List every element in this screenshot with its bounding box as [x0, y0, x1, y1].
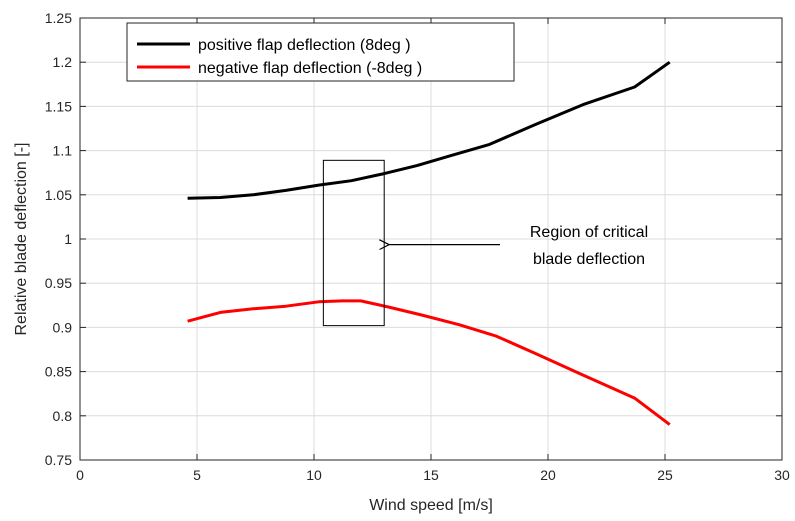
y-tick-label: 0.75	[45, 452, 72, 468]
legend: positive flap deflection (8deg ) negativ…	[126, 22, 515, 82]
series-layer	[187, 60, 671, 426]
series-line-0	[187, 60, 671, 200]
y-tick-label: 1	[64, 231, 72, 247]
annotation-layer	[322, 159, 500, 327]
annotation-text-line-1: Region of critical	[530, 224, 648, 241]
y-tick-label: 0.85	[45, 364, 72, 380]
y-tick-label: 1.2	[53, 54, 73, 70]
y-tick-label: 1.25	[45, 10, 72, 26]
legend-label-negative: negative flap deflection (-8deg )	[198, 60, 422, 77]
x-tick-label: 5	[193, 467, 201, 483]
x-tick-label: 25	[657, 467, 673, 483]
y-tick-label: 1.1	[53, 143, 73, 159]
legend-label-positive: positive flap deflection (8deg )	[198, 37, 411, 54]
annotation-text-line-2: blade deflection	[533, 251, 645, 268]
x-tick-label: 20	[540, 467, 556, 483]
y-tick-label: 0.8	[53, 408, 73, 424]
y-tick-label: 1.05	[45, 187, 72, 203]
x-axis-label: Wind speed [m/s]	[369, 497, 493, 514]
series-line-1	[187, 299, 671, 426]
x-tick-label: 0	[76, 467, 84, 483]
legend-box	[126, 22, 515, 82]
x-tick-label: 15	[423, 467, 439, 483]
ticks: 0 5 10 15 20 25 30 0.75 0.8 0.85 0.9 0.95 1 1.05 1.1 1.…	[45, 10, 790, 483]
y-tick-label: 0.95	[45, 275, 72, 291]
y-tick-label: 0.9	[53, 319, 73, 335]
y-axis-label: Relative blade deflection [-]	[13, 143, 30, 336]
x-tick-label: 30	[774, 467, 790, 483]
x-tick-label: 10	[306, 467, 322, 483]
y-tick-label: 1.15	[45, 98, 72, 114]
